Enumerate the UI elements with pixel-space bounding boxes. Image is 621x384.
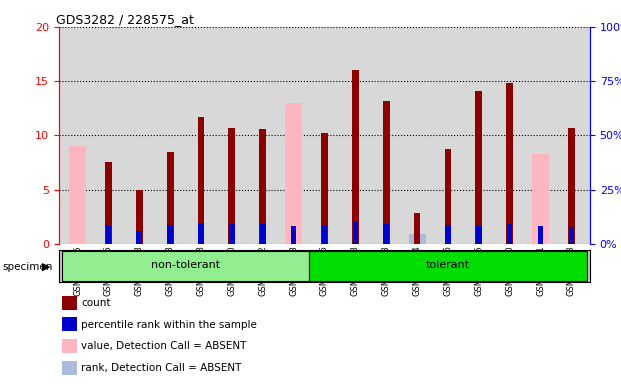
Bar xyxy=(291,227,296,244)
Bar xyxy=(445,149,451,244)
Bar xyxy=(136,190,143,244)
Text: percentile rank within the sample: percentile rank within the sample xyxy=(81,320,257,330)
Bar xyxy=(409,233,425,244)
Text: tolerant: tolerant xyxy=(426,260,470,270)
Bar xyxy=(538,227,543,244)
Bar xyxy=(569,227,574,244)
Text: count: count xyxy=(81,298,111,308)
Bar xyxy=(197,117,204,244)
Bar xyxy=(105,162,112,244)
Text: non-tolerant: non-tolerant xyxy=(151,260,220,270)
Bar xyxy=(61,296,76,310)
Bar xyxy=(352,70,359,244)
Bar xyxy=(383,224,389,244)
Bar xyxy=(61,339,76,353)
Text: specimen: specimen xyxy=(2,262,53,272)
Text: value, Detection Call = ABSENT: value, Detection Call = ABSENT xyxy=(81,341,247,351)
Text: rank, Detection Call = ABSENT: rank, Detection Call = ABSENT xyxy=(81,363,242,373)
Bar xyxy=(260,129,266,244)
Bar xyxy=(322,226,327,244)
Bar xyxy=(476,91,483,244)
Bar xyxy=(229,128,235,244)
Text: ▶: ▶ xyxy=(42,262,51,272)
Bar xyxy=(106,225,111,244)
Bar xyxy=(166,152,173,244)
Bar xyxy=(321,133,328,244)
Bar xyxy=(69,146,86,244)
Bar xyxy=(137,231,142,244)
Bar xyxy=(445,225,451,244)
Bar xyxy=(229,224,235,244)
Bar xyxy=(507,224,512,244)
Bar xyxy=(260,224,266,244)
Bar xyxy=(61,361,76,375)
Bar xyxy=(353,222,358,244)
Bar xyxy=(476,226,482,244)
FancyBboxPatch shape xyxy=(62,251,309,281)
Bar xyxy=(383,101,389,244)
Bar xyxy=(506,83,513,244)
Bar xyxy=(568,128,575,244)
Bar xyxy=(532,154,549,244)
Bar xyxy=(198,223,204,244)
Bar xyxy=(285,103,302,244)
Bar xyxy=(167,225,173,244)
Text: GDS3282 / 228575_at: GDS3282 / 228575_at xyxy=(57,13,194,26)
Bar xyxy=(61,317,76,331)
FancyBboxPatch shape xyxy=(309,251,587,281)
Bar xyxy=(414,214,420,244)
